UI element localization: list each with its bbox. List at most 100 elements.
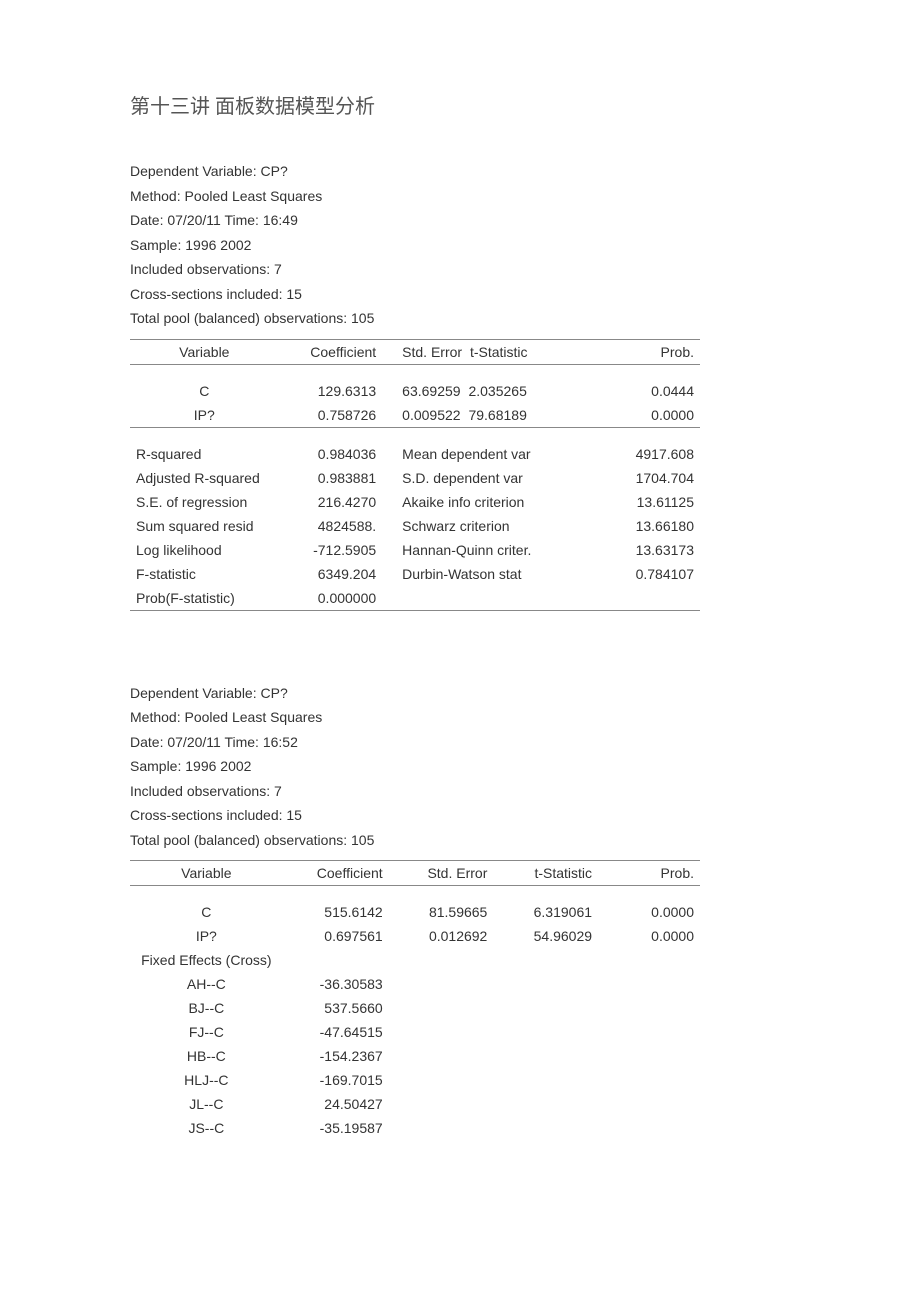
col-prob: Prob.	[598, 861, 700, 886]
cell-se-t: 0.009522 79.68189	[382, 403, 533, 428]
table-row: BJ--C 537.5660	[130, 996, 700, 1020]
cell-coef: 0.758726	[279, 403, 383, 428]
col-variable: Variable	[130, 339, 279, 364]
header-stderr: Std. Error	[402, 344, 462, 360]
header-line: Date: 07/20/11 Time: 16:52	[130, 730, 790, 755]
col-coefficient: Coefficient	[283, 861, 389, 886]
table-row: IP? 0.758726 0.009522 79.68189 0.0000	[130, 403, 700, 428]
cell-variable: HLJ--C	[130, 1068, 283, 1092]
table-row: FJ--C -47.64515	[130, 1020, 700, 1044]
cell-coef: -47.64515	[283, 1020, 389, 1044]
stat-value: 216.4270	[279, 490, 383, 514]
cell-coef: -35.19587	[283, 1116, 389, 1140]
stat-value: 4824588.	[279, 514, 383, 538]
stat-value: 13.66180	[598, 514, 700, 538]
header-line: Included observations: 7	[130, 779, 790, 804]
stat-label: Sum squared resid	[130, 514, 279, 538]
header-line: Cross-sections included: 15	[130, 803, 790, 828]
fixed-effects-label: Fixed Effects (Cross)	[130, 948, 283, 972]
cell-coef: 0.697561	[283, 924, 389, 948]
stat-value	[598, 586, 700, 611]
col-coefficient: Coefficient	[279, 339, 383, 364]
table-row: Sum squared resid 4824588. Schwarz crite…	[130, 514, 700, 538]
header-line: Included observations: 7	[130, 257, 790, 282]
header-line: Total pool (balanced) observations: 105	[130, 828, 790, 853]
table-row: R-squared 0.984036 Mean dependent var 49…	[130, 442, 700, 466]
table-row: Log likelihood -712.5905 Hannan-Quinn cr…	[130, 538, 700, 562]
cell-se: 81.59665	[389, 900, 494, 924]
table-row: Prob(F-statistic) 0.000000	[130, 586, 700, 611]
stat-label: Akaike info criterion	[382, 490, 598, 514]
stat-label: S.D. dependent var	[382, 466, 598, 490]
table-row: JS--C -35.19587	[130, 1116, 700, 1140]
stat-label: Log likelihood	[130, 538, 279, 562]
stat-value: 0.984036	[279, 442, 383, 466]
table-row: Fixed Effects (Cross)	[130, 948, 700, 972]
table-header-row: Variable Coefficient Std. Error t-Statis…	[130, 339, 700, 364]
table-row: F-statistic 6349.204 Durbin-Watson stat …	[130, 562, 700, 586]
table-row: AH--C -36.30583	[130, 972, 700, 996]
stat-label	[382, 586, 598, 611]
col-prob: Prob.	[598, 339, 700, 364]
cell-variable: JL--C	[130, 1092, 283, 1116]
header-line: Sample: 1996 2002	[130, 754, 790, 779]
cell-se: 63.69259	[402, 383, 460, 399]
stat-value: 1704.704	[598, 466, 700, 490]
header-tstat: t-Statistic	[470, 344, 528, 360]
cell-t: 6.319061	[493, 900, 598, 924]
table-row: C 129.6313 63.69259 2.035265 0.0444	[130, 379, 700, 403]
table-header-row: Variable Coefficient Std. Error t-Statis…	[130, 861, 700, 886]
cell-coef: 129.6313	[279, 379, 383, 403]
cell-variable: FJ--C	[130, 1020, 283, 1044]
cell-variable: HB--C	[130, 1044, 283, 1068]
stat-label: Mean dependent var	[382, 442, 598, 466]
stat-label: Prob(F-statistic)	[130, 586, 279, 611]
header-line: Total pool (balanced) observations: 105	[130, 306, 790, 331]
cell-coef: -154.2367	[283, 1044, 389, 1068]
stat-value: 4917.608	[598, 442, 700, 466]
cell-t: 79.68189	[468, 407, 526, 423]
stat-value: 13.63173	[598, 538, 700, 562]
cell-se: 0.012692	[389, 924, 494, 948]
cell-variable: JS--C	[130, 1116, 283, 1140]
cell-coef: 24.50427	[283, 1092, 389, 1116]
cell-coef: 515.6142	[283, 900, 389, 924]
stat-value: 13.61125	[598, 490, 700, 514]
regression-header-2: Dependent Variable: CP? Method: Pooled L…	[130, 681, 790, 853]
cell-coef: -36.30583	[283, 972, 389, 996]
cell-variable: IP?	[130, 924, 283, 948]
header-line: Cross-sections included: 15	[130, 282, 790, 307]
table-row	[130, 886, 700, 901]
stat-value: -712.5905	[279, 538, 383, 562]
header-line: Sample: 1996 2002	[130, 233, 790, 258]
table-row	[130, 364, 700, 379]
header-line: Method: Pooled Least Squares	[130, 184, 790, 209]
stat-label: R-squared	[130, 442, 279, 466]
col-variable: Variable	[130, 861, 283, 886]
cell-t: 2.035265	[468, 383, 526, 399]
cell-prob: 0.0000	[598, 900, 700, 924]
page-title: 第十三讲 面板数据模型分析	[130, 90, 790, 119]
col-tstat: t-Statistic	[493, 861, 598, 886]
cell-coef: 537.5660	[283, 996, 389, 1020]
header-line: Method: Pooled Least Squares	[130, 705, 790, 730]
stat-value: 0.000000	[279, 586, 383, 611]
stat-label: Hannan-Quinn criter.	[382, 538, 598, 562]
cell-prob: 0.0000	[598, 403, 700, 428]
cell-prob: 0.0444	[598, 379, 700, 403]
table-row: IP? 0.697561 0.012692 54.96029 0.0000	[130, 924, 700, 948]
header-line: Dependent Variable: CP?	[130, 681, 790, 706]
cell-se: 0.009522	[402, 407, 460, 423]
cell-variable: AH--C	[130, 972, 283, 996]
table-row: HB--C -154.2367	[130, 1044, 700, 1068]
stat-label: Durbin-Watson stat	[382, 562, 598, 586]
header-line: Dependent Variable: CP?	[130, 159, 790, 184]
stat-value: 6349.204	[279, 562, 383, 586]
regression-header-1: Dependent Variable: CP? Method: Pooled L…	[130, 159, 790, 331]
stat-label: S.E. of regression	[130, 490, 279, 514]
stat-value: 0.784107	[598, 562, 700, 586]
cell-t: 54.96029	[493, 924, 598, 948]
stat-value: 0.983881	[279, 466, 383, 490]
cell-variable: IP?	[130, 403, 279, 428]
col-se-tstat: Std. Error t-Statistic	[382, 339, 533, 364]
